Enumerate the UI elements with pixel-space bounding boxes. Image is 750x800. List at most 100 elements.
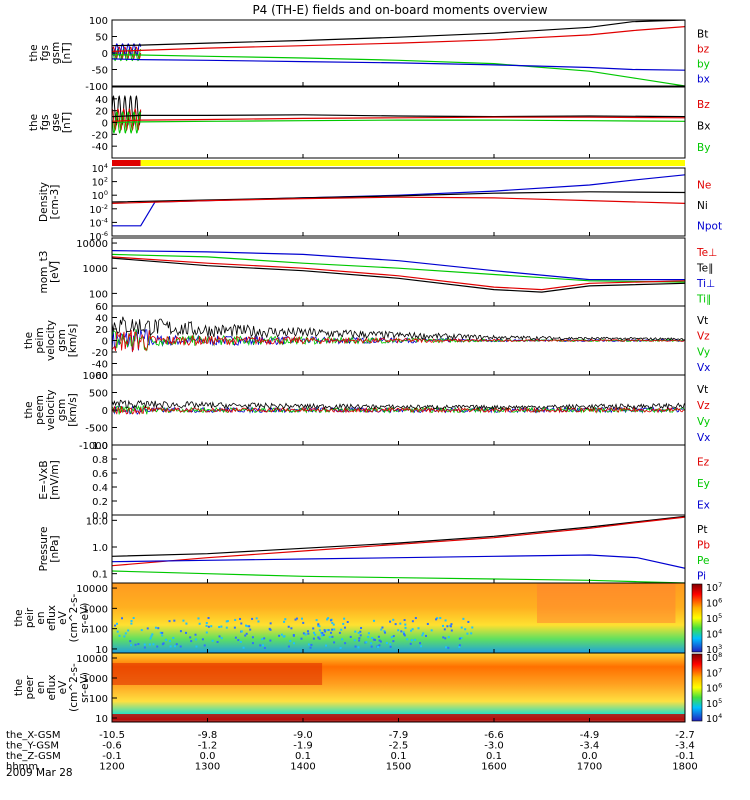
speckle [385, 642, 388, 645]
legend-entry: Ex [697, 499, 710, 511]
colorbar-tick: 106 [706, 597, 722, 610]
speckle [439, 617, 442, 620]
colorbar-exponent: 4 [718, 712, 722, 720]
speckle [237, 639, 240, 642]
fgs_gse-trace-Bx [112, 114, 685, 118]
speckle [379, 640, 382, 643]
peir_eflux-spectrogram [112, 583, 685, 653]
speckle [378, 644, 381, 647]
ytick-label: 0.1 [92, 570, 108, 581]
colorbar-tick: 104 [706, 628, 722, 641]
speckle [443, 628, 446, 631]
ytick-label: 500 [89, 389, 108, 400]
ytick-label: 0 [102, 119, 108, 130]
colorbar-exponent: 7 [718, 581, 722, 589]
speckle [289, 640, 292, 643]
peem_velocity-yticks: 1000 500 0 -500 -1000 [79, 371, 117, 452]
peim_velocity-trace-Vt [112, 316, 685, 341]
ylabel-line: [nPa] [49, 535, 61, 562]
legend-entry: Vy [697, 416, 710, 428]
speckle [332, 623, 335, 626]
ylabel-line: E=-VxB [38, 460, 50, 499]
peem_velocity-ylabel: thepeemvelocitygsm[km/s] [23, 389, 79, 430]
ytick-label: 1000 [83, 604, 108, 615]
ytick-label: 0 [102, 406, 108, 417]
orbit-value: -1.9 [293, 741, 313, 752]
peim_velocity-traces [112, 316, 685, 354]
mom_t3-yticks: 10000 1000 100 [76, 239, 117, 300]
ytick-label: 0.0 [92, 511, 108, 522]
orbit-value: -4.9 [580, 730, 600, 741]
speckle [420, 645, 423, 648]
speckle [344, 642, 347, 645]
speckle [234, 618, 237, 621]
mom_t3-legend: Te⊥ Te∥ Ti⊥ Ti∥ [696, 247, 717, 306]
speckle [205, 624, 208, 627]
speckle [358, 637, 361, 640]
speckle [377, 635, 380, 638]
peem_velocity-trace-Vz [112, 406, 685, 415]
fgs_gse-oscillation [112, 111, 142, 134]
legend-entry: Bt [697, 29, 708, 41]
speckle [312, 627, 315, 630]
date-label: 2009 Mar 28 [6, 767, 73, 779]
speckle [322, 634, 325, 637]
mom_t3-trace-Ti∥ [112, 253, 685, 283]
orbit-row-label: the_Y-GSM [6, 741, 59, 752]
colorbar-exponent: 6 [718, 682, 722, 690]
orbit-value: -10.5 [99, 730, 125, 741]
ytick-label: -1000 [79, 441, 108, 452]
ylabel-line: the [23, 401, 35, 418]
speckle [450, 623, 453, 626]
pressure-trace-Pb [112, 516, 685, 567]
speckle [134, 643, 137, 646]
orbit-value: 0.0 [200, 751, 216, 762]
speckle [403, 619, 406, 622]
colorbar-tick: 107 [706, 581, 722, 594]
orbit-value: -6.6 [484, 730, 504, 741]
pressure-trace-Pi [112, 554, 685, 569]
ytick-label: 0.8 [92, 455, 108, 466]
speckle [422, 632, 425, 635]
fgs_gse-ylabel: thefgsgse[nT] [28, 112, 73, 133]
speckle [310, 643, 313, 646]
speckle [442, 636, 445, 639]
speckle [146, 627, 149, 630]
ytick-label: 10000 [76, 239, 108, 250]
speckle [169, 645, 172, 648]
speckle [419, 642, 422, 645]
ytick-label: -20 [92, 130, 108, 141]
peem_velocity-trace-Vt [112, 399, 685, 411]
speckle [216, 641, 219, 644]
mom_t3-trace-Ti⊥ [112, 250, 685, 281]
peer_eflux-spectrogram [112, 653, 685, 722]
speckle [251, 617, 254, 620]
speckle [251, 642, 254, 645]
ylabel-line: en [35, 681, 47, 694]
ylabel-line: [nT] [61, 42, 73, 63]
speckle [124, 632, 127, 635]
speckle [460, 626, 463, 629]
panel-peir_eflux: 10710610510410310000100010010thepeirenef… [13, 581, 722, 656]
mode-bar-yellow [140, 160, 685, 166]
ytick-label: 10-2 [89, 203, 108, 216]
speckle [321, 632, 324, 635]
peir_eflux-ylabel: thepeirenefluxeV(cm^2-s-sr-eV) [13, 593, 91, 642]
orbit-value: 1600 [481, 762, 506, 773]
mom_t3-trace-Te∥ [112, 257, 685, 293]
speckle [410, 639, 413, 642]
speckle [154, 626, 157, 629]
speckle [257, 620, 260, 623]
speckle [318, 637, 321, 640]
speckle [263, 646, 266, 649]
speckle [245, 632, 248, 635]
figure-title: P4 (TH-E) fields and on-board moments ov… [252, 3, 547, 17]
speckle [358, 639, 361, 642]
speckle [343, 617, 346, 620]
speckle [339, 646, 342, 649]
speckle [116, 622, 119, 625]
speckle [447, 646, 450, 649]
ylabel-line: the [28, 44, 40, 61]
